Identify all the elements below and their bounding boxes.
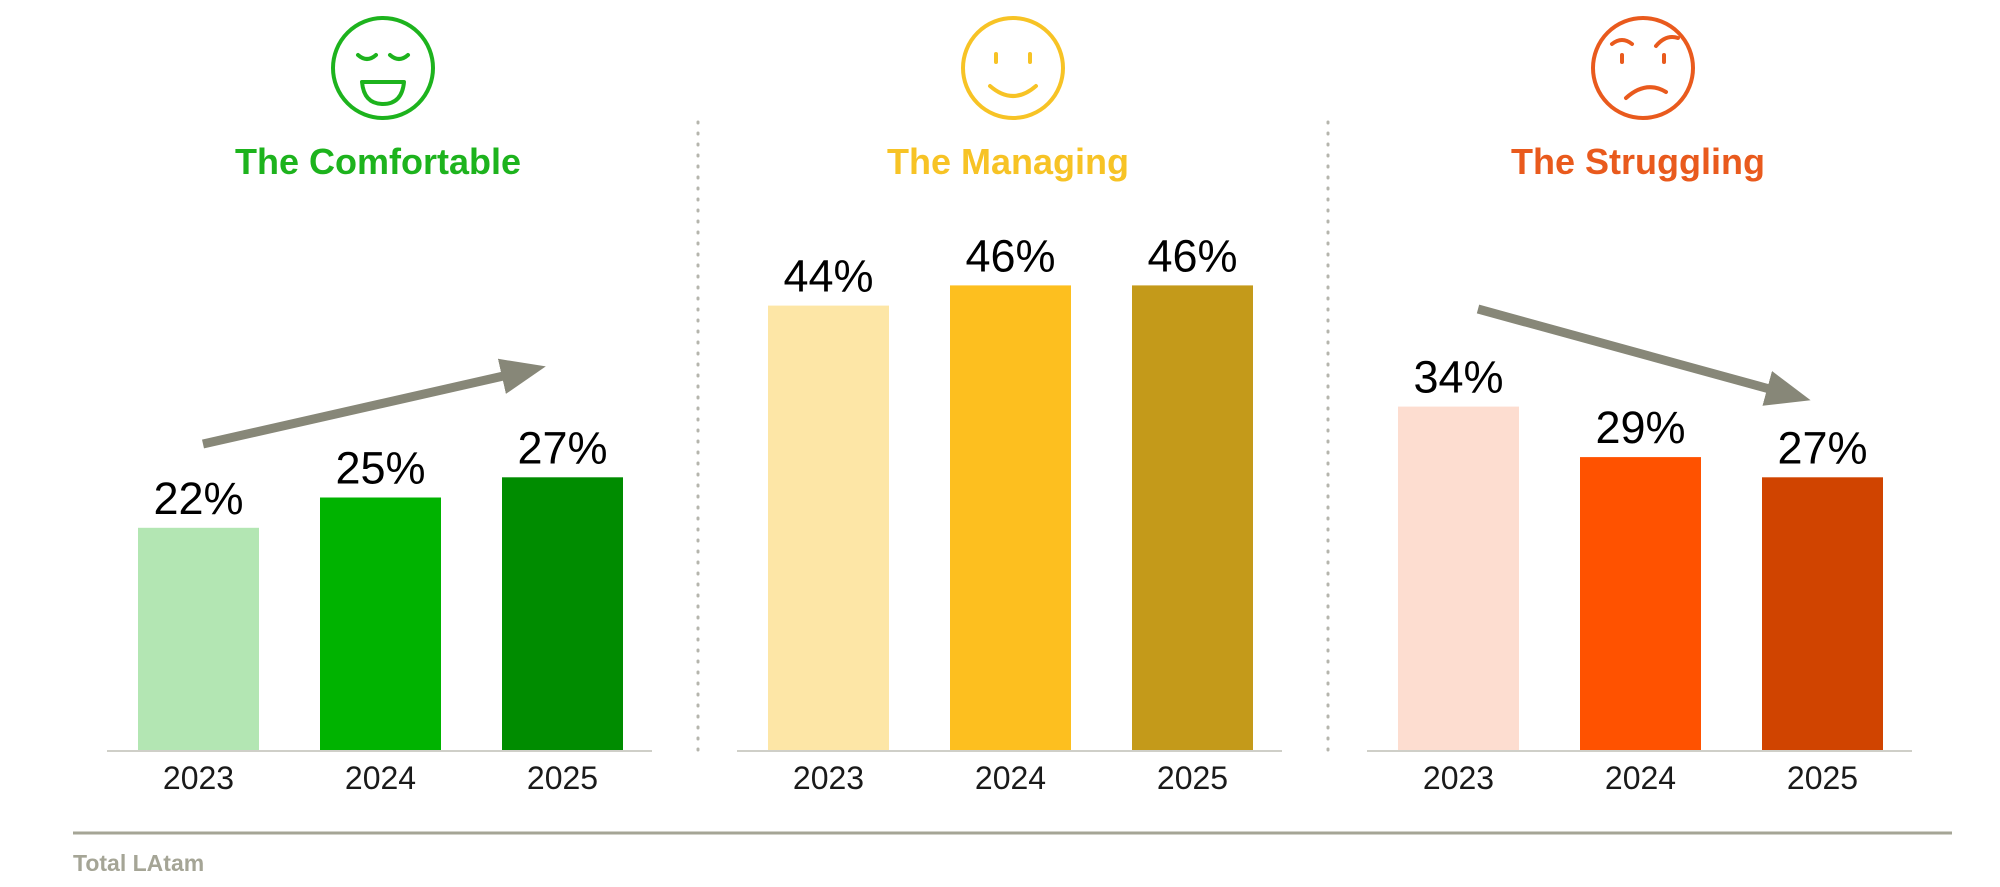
panel-managing: The Managing 44% 46% 46% 2023 2024 2025 — [737, 16, 1282, 796]
tick-label-managing-2025: 2025 — [1157, 760, 1228, 796]
bar-managing-2023 — [768, 305, 889, 750]
tick-label-comfortable-2024: 2024 — [345, 760, 416, 796]
panel-title-managing: The Managing — [887, 141, 1129, 182]
panel-struggling: The Struggling 34% 29% 27% 2023 2024 202… — [1367, 16, 1912, 796]
value-label-struggling-2025: 27% — [1777, 422, 1867, 473]
trend-arrow-up — [202, 358, 546, 449]
footnote: Total LAtam — [73, 850, 204, 876]
laughing-face-icon — [331, 16, 435, 120]
trend-arrow-down — [1476, 304, 1811, 406]
panel-title-struggling: The Struggling — [1511, 141, 1765, 182]
bar-struggling-2024 — [1580, 457, 1701, 750]
value-label-managing-2024: 46% — [965, 230, 1055, 281]
tick-label-struggling-2023: 2023 — [1423, 760, 1494, 796]
panel-title-comfortable: The Comfortable — [235, 141, 521, 182]
bar-comfortable-2023 — [138, 527, 259, 750]
bar-managing-2024 — [950, 285, 1071, 750]
panel-comfortable: The Comfortable 22% 25% 27% 2023 2024 20… — [107, 16, 652, 796]
smiling-face-icon — [961, 16, 1065, 120]
value-label-comfortable-2025: 27% — [517, 422, 607, 473]
value-label-comfortable-2024: 25% — [335, 443, 425, 494]
value-label-struggling-2024: 29% — [1595, 402, 1685, 453]
tick-label-comfortable-2025: 2025 — [527, 760, 598, 796]
bar-struggling-2023 — [1398, 406, 1519, 750]
tick-label-struggling-2025: 2025 — [1787, 760, 1858, 796]
value-label-managing-2025: 46% — [1147, 230, 1237, 281]
annoyed-face-icon — [1591, 16, 1695, 120]
bar-comfortable-2025 — [502, 477, 623, 750]
bar-struggling-2025 — [1762, 477, 1883, 750]
tick-label-managing-2024: 2024 — [975, 760, 1046, 796]
bar-comfortable-2024 — [320, 497, 441, 750]
tick-label-struggling-2024: 2024 — [1605, 760, 1676, 796]
value-label-managing-2023: 44% — [783, 251, 873, 302]
value-label-struggling-2023: 34% — [1413, 352, 1503, 403]
tick-label-managing-2023: 2023 — [793, 760, 864, 796]
bar-managing-2025 — [1132, 285, 1253, 750]
tick-label-comfortable-2023: 2023 — [163, 760, 234, 796]
value-label-comfortable-2023: 22% — [153, 473, 243, 524]
